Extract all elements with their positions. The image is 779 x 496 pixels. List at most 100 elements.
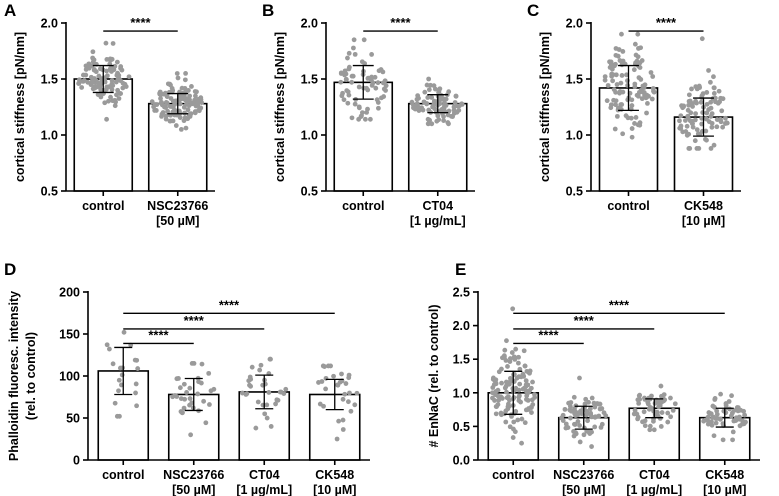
- data-point: [174, 394, 180, 399]
- data-point: [681, 104, 686, 110]
- data-point: [496, 397, 502, 403]
- data-point: [528, 385, 534, 391]
- data-point: [496, 369, 502, 375]
- data-point: [629, 97, 635, 103]
- data-point: [257, 367, 263, 373]
- data-point: [351, 45, 356, 51]
- data-point: [424, 101, 430, 106]
- data-point: [704, 101, 710, 107]
- data-point: [182, 77, 188, 83]
- data-point: [742, 412, 748, 418]
- data-point: [602, 77, 608, 83]
- data-point: [170, 98, 176, 104]
- y-tick-label: 200: [59, 286, 80, 300]
- x-tick-label: CK548: [315, 468, 354, 482]
- data-point: [178, 396, 184, 402]
- data-point: [601, 410, 607, 416]
- data-point: [578, 408, 584, 414]
- data-point: [504, 338, 509, 344]
- data-point: [354, 390, 360, 396]
- data-point: [85, 79, 91, 85]
- data-point: [83, 72, 89, 78]
- data-point: [452, 100, 458, 105]
- data-point: [102, 100, 108, 106]
- data-point: [516, 393, 522, 399]
- data-point: [186, 103, 192, 108]
- data-point: [619, 62, 625, 68]
- data-point: [160, 110, 166, 115]
- data-point: [619, 73, 625, 78]
- data-point: [636, 46, 641, 51]
- data-point: [178, 409, 184, 414]
- data-point: [348, 408, 354, 414]
- data-point: [645, 101, 650, 106]
- data-point: [705, 421, 711, 427]
- data-point: [112, 400, 118, 406]
- data-point: [677, 125, 683, 131]
- data-point: [708, 79, 713, 85]
- data-point: [192, 109, 198, 114]
- data-point: [709, 124, 715, 130]
- panel-letter: A: [4, 1, 16, 20]
- significance-label: ****: [184, 313, 205, 328]
- data-point: [425, 95, 431, 100]
- data-point: [331, 373, 336, 379]
- data-point: [694, 127, 700, 133]
- data-point: [685, 115, 691, 121]
- data-point: [651, 88, 656, 94]
- data-point: [428, 82, 433, 88]
- data-point: [490, 390, 495, 396]
- data-point: [572, 411, 577, 416]
- data-point: [657, 416, 663, 421]
- data-point: [176, 376, 181, 381]
- data-point: [369, 52, 375, 57]
- data-point: [173, 123, 179, 128]
- data-point: [610, 78, 616, 84]
- data-point: [163, 99, 169, 105]
- data-point: [508, 375, 513, 381]
- data-point: [187, 385, 193, 391]
- data-point: [361, 37, 367, 43]
- data-point: [253, 425, 259, 431]
- y-tick-label: 1.5: [566, 73, 583, 87]
- data-point: [352, 51, 358, 57]
- data-point: [685, 107, 691, 113]
- data-point: [639, 96, 645, 102]
- y-tick-label: 1.0: [453, 386, 470, 400]
- data-point: [698, 99, 704, 105]
- data-point: [432, 86, 438, 92]
- data-point: [523, 407, 529, 413]
- data-point: [629, 134, 635, 140]
- data-point: [445, 120, 451, 125]
- data-point: [571, 433, 577, 439]
- data-point: [605, 83, 611, 88]
- x-tick-label: CT04: [422, 199, 453, 213]
- data-point: [246, 378, 252, 384]
- data-point: [598, 424, 604, 430]
- data-point: [123, 84, 129, 90]
- data-point: [328, 363, 334, 369]
- data-point: [714, 124, 720, 130]
- data-point: [730, 429, 736, 435]
- data-point: [114, 59, 120, 65]
- y-tick-label: 2.5: [453, 286, 470, 300]
- data-point: [340, 396, 346, 402]
- data-point: [343, 77, 349, 83]
- data-point: [170, 394, 175, 400]
- data-point: [700, 110, 706, 115]
- data-point: [648, 70, 654, 75]
- data-point: [98, 94, 104, 100]
- significance-label: ****: [609, 297, 630, 312]
- data-point: [562, 406, 568, 412]
- data-point: [493, 411, 499, 417]
- data-point: [187, 114, 193, 119]
- data-point: [632, 84, 638, 90]
- data-point: [707, 410, 713, 416]
- data-point: [507, 424, 513, 430]
- data-point: [321, 403, 326, 409]
- data-point: [613, 102, 618, 108]
- data-point: [720, 437, 726, 443]
- data-point: [690, 124, 696, 130]
- data-point: [613, 98, 619, 104]
- data-point: [341, 97, 347, 103]
